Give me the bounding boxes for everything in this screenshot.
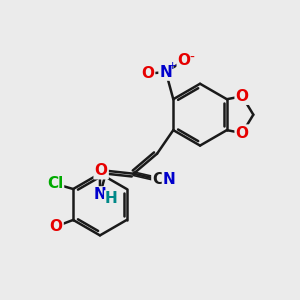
Text: Cl: Cl (47, 176, 63, 191)
Text: O: O (50, 219, 63, 234)
Text: O: O (141, 66, 154, 81)
Text: N: N (163, 172, 175, 187)
Text: O: O (236, 126, 249, 141)
Text: +: + (168, 61, 177, 71)
Text: O: O (178, 53, 191, 68)
Text: C: C (152, 172, 164, 187)
Text: O: O (236, 89, 249, 104)
Text: -: - (190, 50, 195, 64)
Text: H: H (105, 191, 118, 206)
Text: O: O (94, 163, 108, 178)
Text: N: N (94, 188, 106, 202)
Text: N: N (160, 64, 172, 80)
